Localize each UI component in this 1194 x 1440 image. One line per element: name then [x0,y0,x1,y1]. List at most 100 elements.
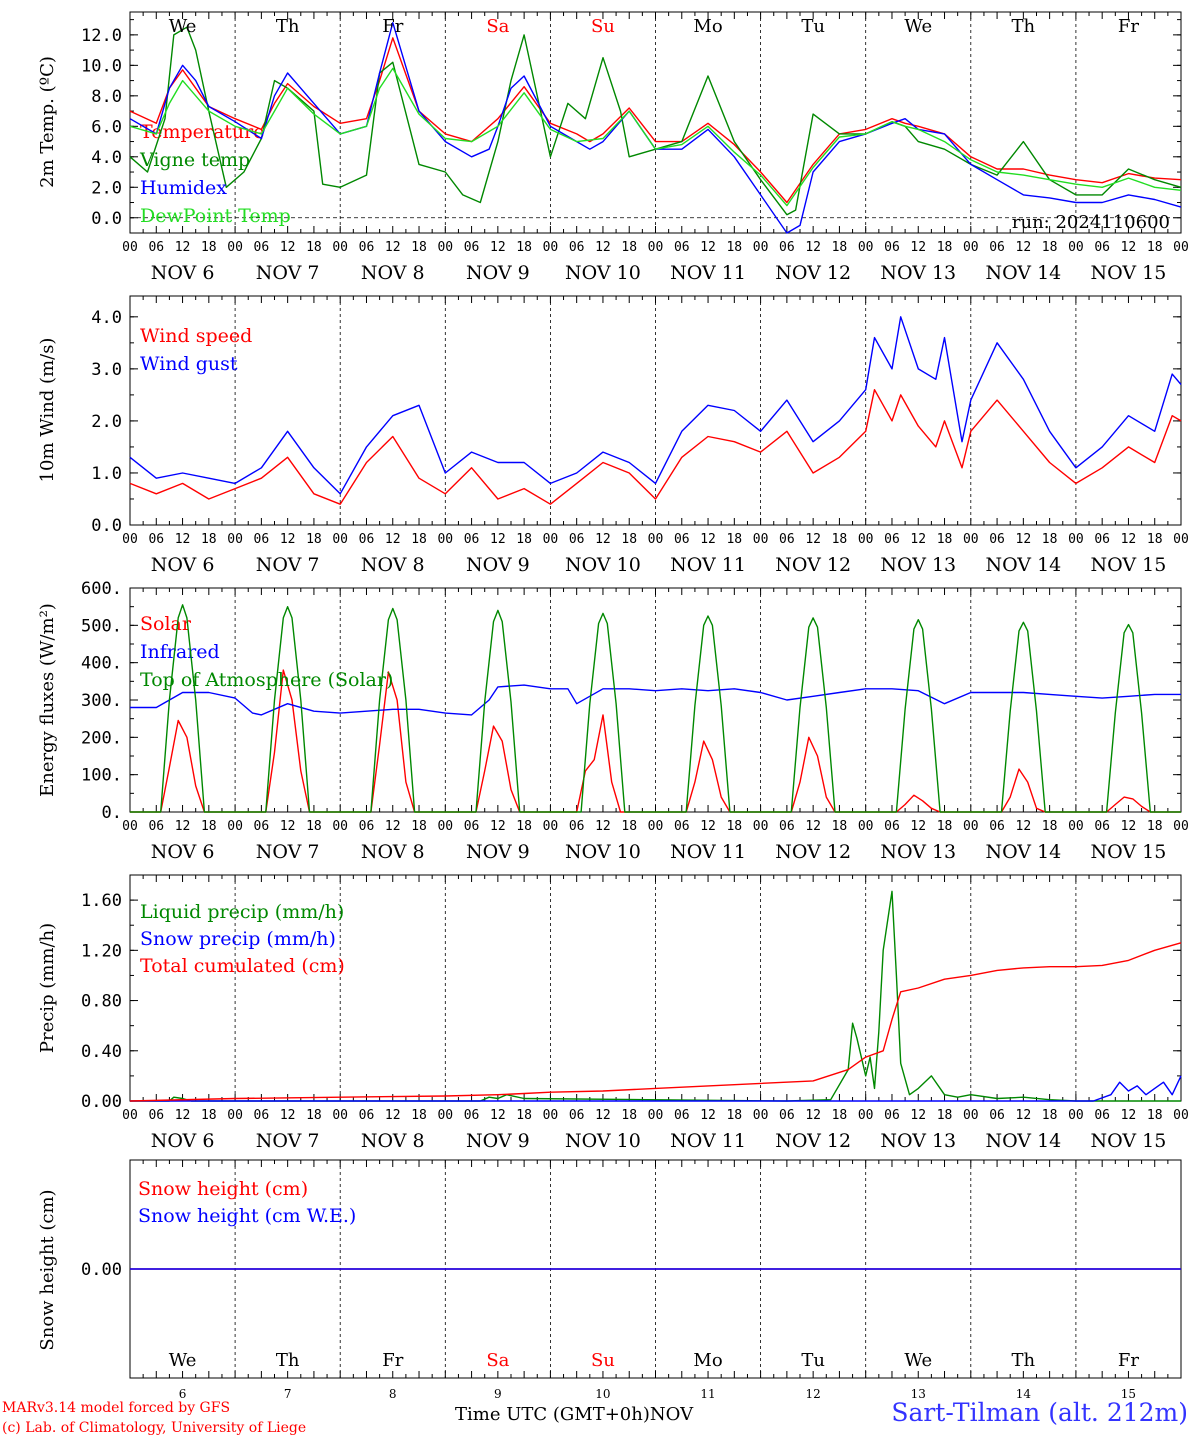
hour-tick-label: 12 [805,1108,821,1123]
hour-tick-label: 00 [122,1108,138,1123]
hour-tick-label: 00 [648,532,664,547]
hour-tick-label: 06 [148,1108,164,1123]
y-tick-label: 2.0 [91,412,122,432]
hour-tick-label: 18 [516,532,532,547]
hour-tick-label: 00 [648,240,664,255]
series-line-vigne-temp [129,26,1182,216]
hour-tick-label: 12 [910,532,926,547]
date-label: NOV 14 [985,1130,1061,1152]
bottom-day-name: We [904,1350,932,1371]
series-line-liquid-precip-mm-h- [130,890,1181,1102]
day-name-label: Fr [382,16,403,37]
hour-tick-label: 12 [280,819,296,834]
date-label: NOV 6 [151,262,215,284]
hour-tick-label: 00 [332,240,348,255]
hour-tick-label: 00 [543,1108,559,1123]
date-label: NOV 14 [985,262,1061,284]
hour-tick-label: 12 [385,819,401,834]
hour-tick-label: 00 [543,819,559,834]
hour-tick-label: 18 [411,532,427,547]
date-label: NOV 13 [880,262,956,284]
hour-tick-label: 06 [989,532,1005,547]
hour-tick-label: 12 [1016,240,1032,255]
hour-tick-label: 06 [464,1108,480,1123]
hour-tick-label: 00 [437,819,453,834]
hour-tick-label: 12 [805,819,821,834]
hour-tick-label: 00 [122,532,138,547]
hour-tick-label: 12 [700,1108,716,1123]
y-axis-label: Precip (mm/h) [37,923,58,1053]
hour-tick-label: 18 [726,1108,742,1123]
station-title: Sart-Tilman (alt. 212m) [891,1398,1188,1427]
y-tick-label: 0.0 [91,209,122,229]
hour-tick-label: 18 [306,240,322,255]
y-axis-label: Snow height (cm) [37,1189,58,1350]
day-name-label: Th [1012,16,1036,37]
hour-tick-label: 18 [832,532,848,547]
hour-tick-label: 06 [674,819,690,834]
hour-tick-label: 12 [385,532,401,547]
hour-tick-label: 12 [490,240,506,255]
legend-entry: Snow height (cm) [138,1178,308,1200]
hour-tick-label: 00 [648,819,664,834]
hour-tick-label: 12 [910,819,926,834]
bottom-day-name: Fr [1118,1350,1139,1371]
hour-tick-label: 18 [411,1108,427,1123]
date-label: NOV 6 [151,554,215,576]
hour-tick-label: 06 [779,240,795,255]
bottom-day-name: Sa [486,1350,509,1371]
hour-tick-label: 06 [779,532,795,547]
hour-tick-label: 18 [516,240,532,255]
hour-tick-label: 06 [779,1108,795,1123]
hour-tick-label: 06 [569,1108,585,1123]
y-tick-label: 0.40 [81,1042,122,1062]
y-axis-label: 10m Wind (m/s) [37,338,58,483]
hour-tick-label: 18 [1147,240,1163,255]
hour-tick-label: 18 [832,819,848,834]
hour-tick-label: 00 [437,240,453,255]
hour-tick-label: 06 [989,1108,1005,1123]
x-axis-label: Time UTC (GMT+0h) [455,1404,650,1425]
hour-tick-label: 12 [280,1108,296,1123]
hour-tick-label: 12 [1121,240,1137,255]
y-tick-label: 4.0 [91,148,122,168]
hour-tick-label: 12 [595,532,611,547]
hour-tick-label: 00 [122,819,138,834]
y-axis-label: Energy fluxes (W/m²) [37,603,58,797]
hour-tick-label: 18 [516,819,532,834]
hour-tick-label: 06 [989,819,1005,834]
legend-entry: DewPoint Temp [140,205,291,227]
date-label: NOV 15 [1091,1130,1167,1152]
hour-tick-label: 00 [858,819,874,834]
hour-tick-label: 00 [332,819,348,834]
bottom-day-name: Mo [693,1350,722,1371]
hour-tick-label: 00 [1068,240,1084,255]
hour-tick-label: 18 [306,819,322,834]
hour-tick-label: 12 [175,532,191,547]
hour-tick-label: 18 [1147,532,1163,547]
hour-tick-label: 12 [175,1108,191,1123]
y-tick-label: 12.0 [81,26,122,46]
hour-tick-label: 00 [1068,819,1084,834]
y-tick-label: 100. [81,766,122,786]
hour-tick-label: 00 [753,1108,769,1123]
hour-tick-label: 18 [411,819,427,834]
bottom-day-name: Fr [382,1350,403,1371]
date-label: NOV 7 [256,841,320,863]
hour-tick-label: 12 [595,1108,611,1123]
date-label: NOV 11 [670,262,746,284]
hour-tick-label: 06 [1094,1108,1110,1123]
hour-tick-label: 12 [385,240,401,255]
hour-tick-label: 00 [858,532,874,547]
hour-tick-label: 18 [726,819,742,834]
date-label: NOV 14 [985,554,1061,576]
legend-entry: Temperature [140,121,264,143]
hour-tick-label: 00 [963,1108,979,1123]
hour-tick-label: 00 [1173,819,1189,834]
date-label: NOV 13 [880,554,956,576]
hour-tick-label: 18 [1147,819,1163,834]
hour-tick-label: 12 [700,819,716,834]
hour-tick-label: 06 [254,819,270,834]
y-tick-label: 0.00 [81,1092,122,1112]
hour-tick-label: 12 [280,532,296,547]
